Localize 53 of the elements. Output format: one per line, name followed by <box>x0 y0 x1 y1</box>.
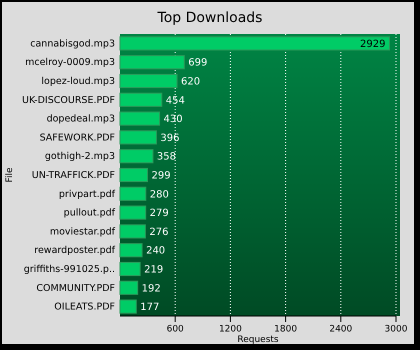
y-tick-label: mcelroy-0009.mp3 <box>25 57 115 68</box>
y-tick-label: pullout.pdf <box>64 208 116 219</box>
y-tick-label: griffiths-991025.p.. <box>24 264 115 276</box>
bar <box>120 130 157 144</box>
data-label: 192 <box>142 283 161 294</box>
bar <box>120 55 185 70</box>
y-tick-label: SAFEWORK.PDF <box>40 132 115 144</box>
x-axis-title: Requests <box>237 335 279 345</box>
x-tick-label: 600 <box>166 324 184 334</box>
x-tick-label: 2400 <box>329 324 353 334</box>
x-tick-label: 1800 <box>274 324 298 334</box>
bar <box>120 168 148 182</box>
y-tick-label: lopez-loud.mp3 <box>41 76 115 88</box>
data-label: 454 <box>166 95 185 106</box>
bar <box>120 112 160 126</box>
y-tick-label: dopedeal.mp3 <box>46 114 115 125</box>
y-tick-label: OILEATS.PDF <box>54 302 115 313</box>
bar <box>120 243 143 258</box>
data-label: 299 <box>152 170 171 182</box>
y-tick-label: rewardposter.pdf <box>34 245 116 256</box>
y-tick-label: gothigh-2.mp3 <box>44 151 115 162</box>
data-label: 396 <box>160 132 180 144</box>
bar <box>120 262 141 276</box>
y-tick-label: privpart.pdf <box>58 188 116 200</box>
bar <box>120 92 162 107</box>
data-label: 2929 <box>360 38 386 50</box>
bar <box>120 149 154 164</box>
data-label: 280 <box>150 189 169 200</box>
x-tick-label: 1200 <box>218 324 242 334</box>
data-label: 177 <box>140 302 160 314</box>
y-tick-label: UN-TRAFFICK.PDF <box>32 170 115 182</box>
data-label: 699 <box>188 58 208 69</box>
data-label: 279 <box>150 208 169 220</box>
data-label: 620 <box>181 76 200 88</box>
data-label: 276 <box>149 226 168 238</box>
bar <box>120 186 146 201</box>
bar <box>120 300 137 314</box>
x-tick-label: 3000 <box>384 324 408 334</box>
bar <box>120 224 146 238</box>
bar <box>120 36 390 50</box>
data-label: 219 <box>144 264 164 276</box>
y-tick-label: COMMUNITY.PDF <box>36 282 115 294</box>
data-label: 240 <box>146 246 166 257</box>
chart-title: Top Downloads <box>156 10 262 26</box>
y-tick-label: UK-DISCOURSE.PDF <box>22 94 115 106</box>
data-label: 358 <box>156 152 176 163</box>
bar <box>120 74 178 88</box>
bar <box>120 206 146 220</box>
bar <box>120 280 138 295</box>
y-tick-label: cannabisgod.mp3 <box>30 38 115 50</box>
data-label: 430 <box>164 114 183 126</box>
y-tick-label: moviestar.pdf <box>50 226 116 238</box>
y-axis-title: File <box>5 167 15 183</box>
